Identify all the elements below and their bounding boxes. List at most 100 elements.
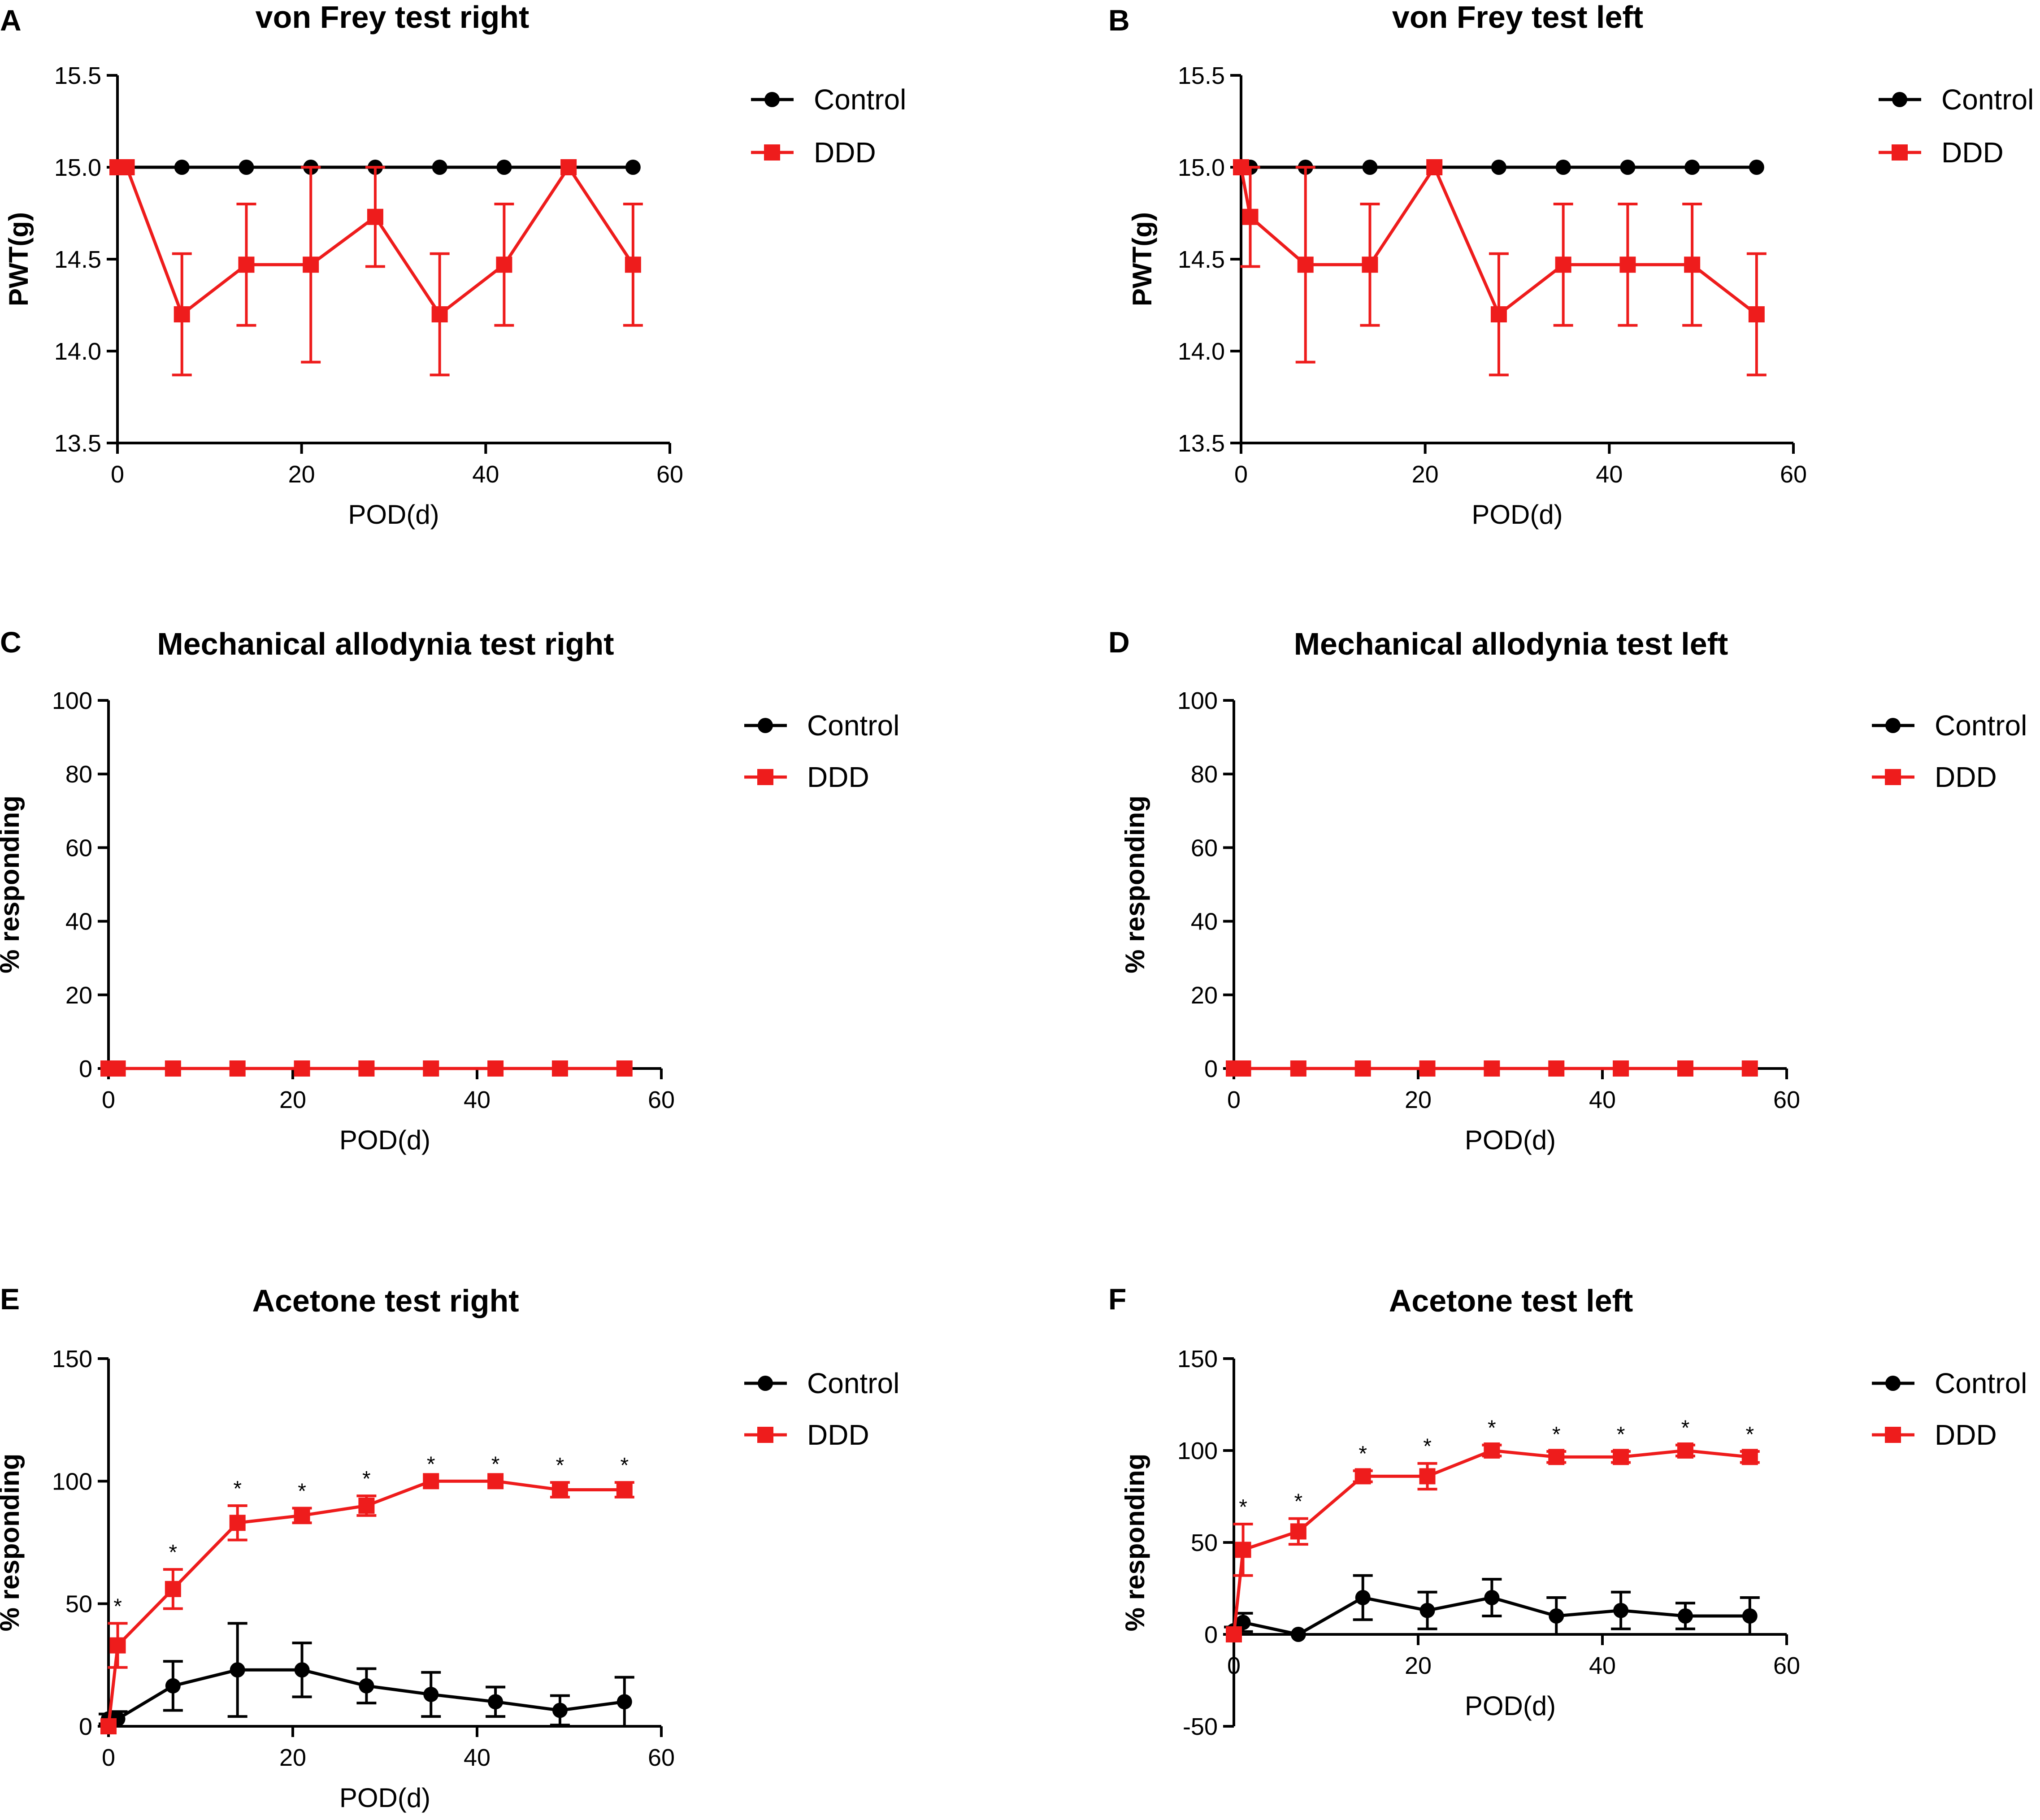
x-tick-label: 20	[1405, 1086, 1432, 1113]
chart-title: von Frey test left	[1392, 0, 1643, 35]
y-tick-label: 15.0	[1178, 154, 1225, 181]
control-point	[616, 1694, 632, 1710]
significance-star: *	[1359, 1442, 1367, 1466]
control-point	[1742, 1608, 1758, 1624]
ddd-point	[1426, 159, 1443, 175]
chart-title: von Frey test right	[256, 0, 530, 35]
x-tick-label: 40	[464, 1086, 490, 1113]
ddd-point	[1748, 306, 1765, 322]
ddd-point	[1235, 1060, 1251, 1077]
red-square-icon	[757, 1427, 773, 1443]
ddd-point	[1362, 256, 1378, 273]
red-square-icon	[1892, 144, 1908, 161]
y-tick-label: 40	[65, 908, 92, 935]
y-tick-label: 60	[65, 834, 92, 861]
significance-star: *	[169, 1541, 178, 1564]
y-tick-label: 150	[1177, 1346, 1218, 1373]
y-tick-label: 15.0	[54, 154, 101, 181]
y-axis-label: % responding	[0, 795, 25, 973]
ddd-point	[431, 306, 448, 322]
x-axis-label: POD(d)	[1471, 500, 1563, 530]
x-axis-label: POD(d)	[348, 500, 439, 530]
x-tick-label: 40	[464, 1744, 490, 1771]
control-point	[174, 160, 190, 175]
control-point	[1484, 1590, 1500, 1605]
ddd-point	[1233, 159, 1249, 175]
x-tick-label: 0	[1234, 461, 1248, 488]
legend: Control DDD	[751, 83, 906, 169]
ddd-point	[1490, 306, 1507, 322]
control-point	[1355, 1590, 1371, 1605]
legend-label-control: Control	[1935, 1367, 2027, 1399]
ddd-point	[1741, 1060, 1758, 1077]
panel-f: F Acetone test left -50 0 50 100 150 0 20 40 60 POD…	[1108, 1282, 2027, 1740]
y-tick-label: 14.0	[54, 338, 101, 365]
legend: Control DDD	[744, 1367, 899, 1451]
ddd-point	[1613, 1449, 1629, 1465]
ddd-point	[1619, 256, 1636, 273]
x-tick-label: 60	[648, 1744, 675, 1771]
y-tick-label: 100	[1177, 687, 1218, 714]
y-axis-label: % responding	[0, 1454, 25, 1632]
y-tick-label: 13.5	[54, 430, 101, 457]
legend-label-ddd: DDD	[1935, 761, 1997, 793]
y-tick-label: 14.0	[1178, 338, 1225, 365]
control-point	[1290, 1627, 1306, 1642]
control-point	[239, 160, 254, 175]
ddd-point	[229, 1515, 246, 1531]
panel-letter: A	[0, 4, 22, 37]
legend: Control DDD	[744, 709, 899, 793]
panel-letter: C	[0, 625, 22, 659]
panel-letter: E	[0, 1282, 20, 1316]
control-point	[432, 160, 447, 175]
control-point	[230, 1662, 245, 1678]
ddd-point	[118, 159, 135, 175]
ddd-point	[1677, 1060, 1693, 1077]
x-tick-label: 20	[288, 461, 315, 488]
ddd-point	[294, 1060, 310, 1077]
significance-star: *	[1488, 1416, 1496, 1440]
ddd-point	[165, 1060, 181, 1077]
control-point	[496, 160, 512, 175]
ddd-point	[1548, 1449, 1565, 1465]
legend-label-ddd: DDD	[807, 761, 869, 793]
ddd-point	[423, 1060, 439, 1077]
series-line	[1233, 1596, 1750, 1636]
x-tick-label: 0	[1227, 1086, 1241, 1113]
ddd-point	[1555, 256, 1571, 273]
control-point	[1362, 160, 1378, 175]
x-tick-label: 40	[1589, 1652, 1616, 1679]
y-tick-label: 14.5	[54, 246, 101, 273]
y-tick-label: 150	[52, 1346, 92, 1373]
control-point	[1419, 1603, 1435, 1618]
y-tick-label: 20	[65, 982, 92, 1009]
y-tick-label: 60	[1191, 834, 1218, 861]
y-tick-label: 0	[1204, 1056, 1218, 1082]
black-circle-icon	[1892, 92, 1907, 107]
panel-letter: D	[1108, 625, 1130, 659]
red-square-icon	[757, 769, 773, 785]
control-point	[294, 1662, 310, 1678]
chart-title: Mechanical allodynia test left	[1294, 626, 1728, 661]
x-tick-label: 20	[1405, 1652, 1432, 1679]
x-tick-label: 0	[102, 1086, 115, 1113]
black-circle-icon	[1885, 1376, 1901, 1391]
legend: Control DDD	[1879, 83, 2034, 169]
significance-star: *	[113, 1594, 122, 1618]
ddd-point	[1484, 1442, 1500, 1459]
x-tick-label: 40	[472, 461, 499, 488]
black-circle-icon	[758, 718, 773, 733]
series-control	[99, 1622, 634, 1728]
y-tick-label: 0	[79, 1713, 92, 1740]
ddd-point	[358, 1060, 375, 1077]
legend-label-ddd: DDD	[1935, 1419, 1997, 1451]
control-point	[1555, 160, 1571, 175]
x-tick-label: 60	[648, 1086, 675, 1113]
x-tick-label: 20	[279, 1744, 306, 1771]
legend: Control DDD	[1872, 709, 2027, 793]
legend-label-ddd: DDD	[814, 136, 876, 169]
series-line	[109, 1668, 625, 1721]
series-ddd	[109, 159, 643, 377]
